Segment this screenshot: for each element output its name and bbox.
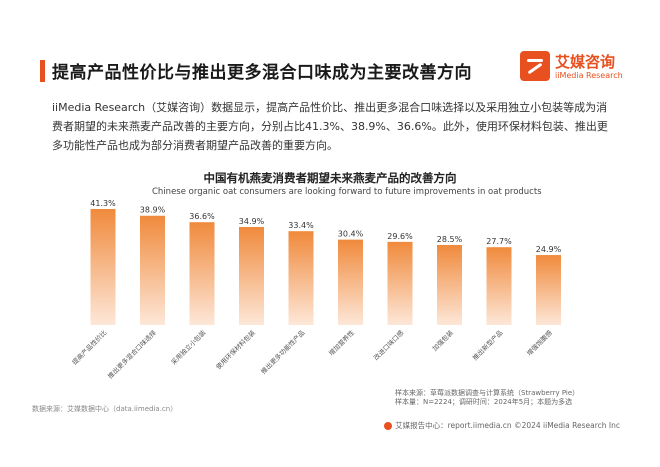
bar-5 bbox=[338, 239, 363, 325]
value-label-8: 27.7% bbox=[486, 237, 512, 246]
bar-4 bbox=[288, 231, 314, 325]
value-label-4: 33.4% bbox=[288, 221, 314, 230]
logo-text-cn: 艾媒咨询 bbox=[555, 53, 616, 71]
category-label-0: 提高产品性价比 bbox=[70, 328, 109, 367]
bar-6 bbox=[387, 241, 413, 325]
intro-paragraph: iiMedia Research（艾媒咨询）数据显示，提高产品性价比、推出更多混… bbox=[52, 98, 612, 155]
report-center-icon bbox=[384, 422, 393, 430]
value-label-9: 24.9% bbox=[536, 245, 562, 254]
bar-8 bbox=[486, 247, 512, 325]
logo-mark-icon bbox=[520, 51, 550, 81]
category-label-6: 改进口味口感 bbox=[371, 328, 405, 362]
value-label-5: 30.4% bbox=[338, 230, 364, 239]
chart-subtitle: Chinese organic oat consumers are lookin… bbox=[152, 187, 542, 197]
value-label-2: 36.6% bbox=[189, 212, 215, 221]
title-accent-bar bbox=[40, 60, 45, 82]
category-label-9: 增强饱腹感 bbox=[525, 328, 555, 358]
category-label-5: 增加营养性 bbox=[327, 328, 357, 358]
bar-7 bbox=[437, 244, 462, 325]
sample-source-note: 样本来源：草莓派数据调查与计算系统（Strawberry Pie） bbox=[395, 389, 580, 397]
value-label-0: 41.3% bbox=[90, 199, 116, 208]
bar-chart: 41.3% 提高产品性价比 38.9% 推出更多混合口味选择 36.6% 采用独立小包装 3… bbox=[70, 199, 562, 381]
value-label-6: 29.6% bbox=[387, 232, 413, 241]
value-label-7: 28.5% bbox=[437, 235, 463, 244]
data-source-note: 数据来源：艾媒数据中心（data.iimedia.cn） bbox=[32, 405, 178, 413]
intro-text: iiMedia Research（艾媒咨询）数据显示，提高产品性价比、推出更多混… bbox=[52, 101, 608, 152]
category-label-2: 采用独立小包装 bbox=[169, 328, 208, 367]
footer-text: 艾媒报告中心：report.iimedia.cn ©2024 iiMedia R… bbox=[395, 421, 620, 430]
logo-text-en: iiMedia Research bbox=[555, 71, 623, 80]
bar-0 bbox=[90, 209, 116, 325]
brand-logo: 艾媒咨询 iiMedia Research bbox=[520, 47, 630, 89]
value-label-1: 38.9% bbox=[140, 206, 166, 215]
category-label-7: 加强包装 bbox=[430, 328, 455, 353]
bar-2 bbox=[189, 222, 215, 325]
bar-3 bbox=[239, 226, 264, 325]
value-label-3: 34.9% bbox=[239, 217, 265, 226]
sample-info-note: 样本量：N=2224；调研时间：2024年5月；本题为多选 bbox=[395, 398, 573, 406]
chart-title: 中国有机燕麦消费者期望未来燕麦产品的改善方向 bbox=[203, 171, 457, 185]
category-label-1: 推出更多混合口味选择 bbox=[106, 328, 159, 381]
page-title: 提高产品性价比与推出更多混合口味成为主要改善方向 bbox=[52, 63, 472, 83]
category-label-8: 推出新型产品 bbox=[470, 328, 504, 362]
category-label-4: 推出更多功能性产品 bbox=[259, 328, 307, 376]
footer-credit: 艾媒报告中心：report.iimedia.cn ©2024 iiMedia R… bbox=[384, 420, 620, 431]
category-label-3: 使用环保材料包装 bbox=[214, 328, 257, 371]
bar-9 bbox=[536, 255, 561, 325]
bar-1 bbox=[140, 215, 165, 325]
